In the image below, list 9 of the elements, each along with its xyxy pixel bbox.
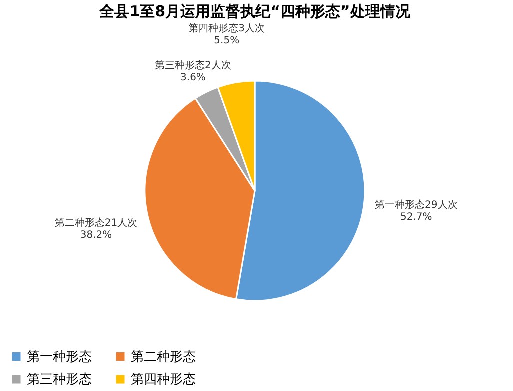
legend-label: 第二种形态: [131, 350, 196, 365]
data-label: 第二种形态21人次 38.2%: [54, 217, 138, 242]
data-label: 第三种形态2人次 3.6%: [155, 59, 232, 84]
legend-label: 第三种形态: [27, 372, 92, 388]
legend-label: 第一种形态: [27, 350, 92, 365]
chart-title: 全县1至8月运用监督执纪“四种形态”处理情况: [98, 2, 412, 20]
data-label: 第一种形态29人次 52.7%: [375, 198, 458, 223]
legend-label: 第四种形态: [131, 372, 196, 388]
data-label: 第四种形态3人次 5.5%: [188, 22, 266, 46]
